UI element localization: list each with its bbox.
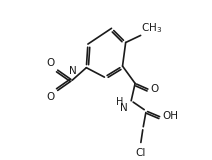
Text: OH: OH (163, 112, 179, 121)
Text: O: O (151, 84, 159, 94)
Text: N: N (69, 66, 77, 76)
Text: Cl: Cl (135, 148, 146, 158)
Text: CH$_3$: CH$_3$ (141, 21, 163, 35)
Text: O: O (47, 92, 55, 102)
Text: H: H (116, 96, 123, 107)
Text: N: N (120, 103, 128, 113)
Text: O: O (47, 58, 55, 68)
